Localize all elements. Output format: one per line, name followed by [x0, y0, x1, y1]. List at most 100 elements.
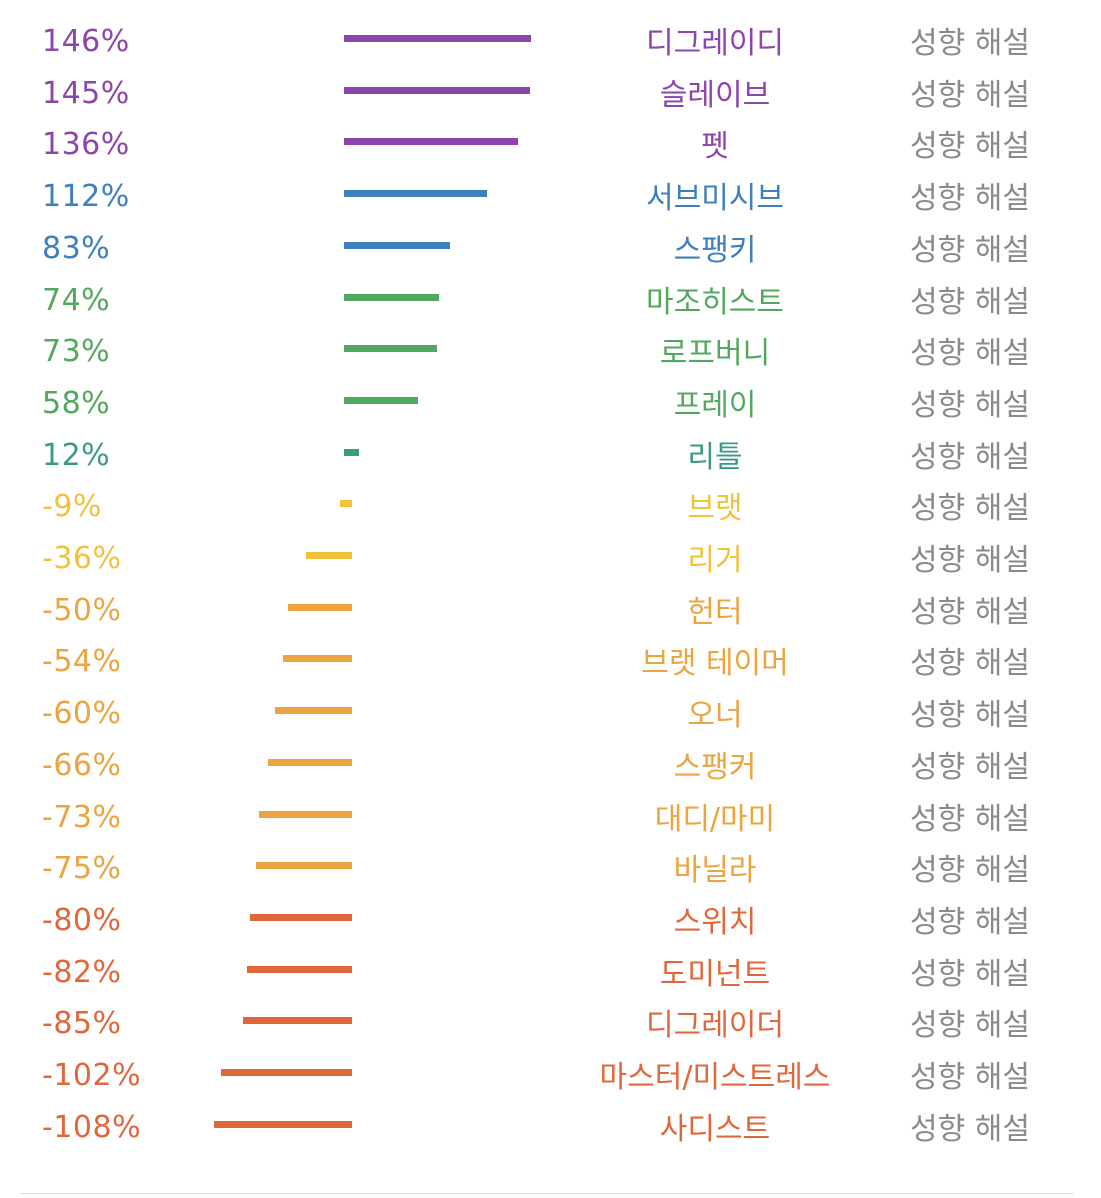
chart-row: -75% 바닐라 성향 해설 [0, 845, 1101, 896]
chart-row: -60% 오너 성향 해설 [0, 690, 1101, 741]
percent-label: -108% [42, 1109, 142, 1145]
tendency-explanation-link[interactable]: 성향 해설 [910, 1111, 1030, 1147]
value-bar [344, 86, 530, 94]
percent-label: 73% [42, 334, 111, 370]
tendency-explanation-link[interactable]: 성향 해설 [910, 801, 1030, 837]
value-bar [344, 138, 519, 146]
tendency-name: 스팽키 [673, 232, 757, 268]
tendency-explanation-link[interactable]: 성향 해설 [910, 646, 1030, 682]
value-bar [344, 241, 451, 249]
tendency-explanation-link[interactable]: 성향 해설 [910, 77, 1030, 113]
percent-label: -80% [42, 902, 122, 938]
chart-row: 112% 서브미시브 성향 해설 [0, 173, 1101, 224]
percent-label: -50% [42, 592, 122, 628]
tendency-name: 도미넌트 [659, 956, 771, 992]
chart-row: 12% 리틀 성향 해설 [0, 432, 1101, 483]
tendency-name: 마조히스트 [646, 284, 784, 320]
chart-row: 83% 스팽키 성향 해설 [0, 225, 1101, 276]
value-bar [258, 810, 352, 818]
tendency-name: 리거 [687, 543, 743, 578]
tendency-name: 브랫 테이머 [641, 646, 789, 682]
tendency-explanation-link[interactable]: 성향 해설 [910, 1060, 1030, 1095]
tendency-explanation-link[interactable]: 성향 해설 [910, 232, 1030, 268]
tendency-explanation-link[interactable]: 성향 해설 [910, 491, 1030, 527]
tendency-explanation-link[interactable]: 성향 해설 [910, 284, 1030, 320]
tendency-name: 펫 [701, 129, 729, 165]
chart-row: -73% 대디/마미 성향 해설 [0, 794, 1101, 845]
tendency-explanation-link[interactable]: 성향 해설 [910, 387, 1030, 423]
tendency-name: 디그레이더 [646, 1008, 784, 1044]
percent-label: -60% [42, 696, 122, 732]
tendency-explanation-link[interactable]: 성향 해설 [910, 336, 1030, 372]
chart-row: 58% 프레이 성향 해설 [0, 380, 1101, 431]
tendency-explanation-link[interactable]: 성향 해설 [910, 26, 1030, 61]
tendency-name: 마스터/미스트레스 [599, 1060, 831, 1095]
value-bar [340, 500, 352, 508]
percent-label: -9% [42, 489, 102, 525]
chart-row: 73% 로프버니 성향 해설 [0, 328, 1101, 379]
percent-label: 58% [42, 385, 111, 421]
percent-label: 112% [42, 179, 130, 215]
percent-label: -73% [42, 799, 122, 835]
chart-row: 146% 디그레이디 성향 해설 [0, 18, 1101, 69]
tendency-name: 사디스트 [659, 1111, 771, 1147]
chart-row: -102% 마스터/미스트레스 성향 해설 [0, 1052, 1101, 1103]
percent-label: 83% [42, 230, 111, 266]
tendency-explanation-link[interactable]: 성향 해설 [910, 543, 1030, 578]
tendency-name: 로프버니 [659, 336, 771, 372]
tendency-explanation-link[interactable]: 성향 해설 [910, 439, 1030, 475]
percent-label: 74% [42, 282, 111, 318]
percent-label: -85% [42, 1006, 122, 1042]
chart-row: -80% 스위치 성향 해설 [0, 897, 1101, 948]
bottom-divider [20, 1193, 1074, 1194]
chart-row: -36% 리거 성향 해설 [0, 535, 1101, 586]
value-bar [247, 965, 352, 973]
tendency-name: 대디/마미 [654, 801, 776, 837]
tendency-name: 헌터 [687, 594, 743, 630]
tendency-name: 스위치 [673, 904, 757, 940]
chart-row: 136% 펫 성향 해설 [0, 121, 1101, 172]
tendency-explanation-link[interactable]: 성향 해설 [910, 749, 1030, 785]
percent-label: -36% [42, 541, 122, 576]
percent-label: -66% [42, 747, 122, 783]
tendency-name: 디그레이디 [646, 26, 784, 61]
tendency-explanation-link[interactable]: 성향 해설 [910, 129, 1030, 165]
percent-label: 136% [42, 127, 130, 163]
value-bar [275, 707, 352, 715]
chart-row: 145% 슬레이브 성향 해설 [0, 70, 1101, 121]
tendency-name: 브랫 [687, 491, 743, 527]
value-bar [344, 35, 531, 42]
tendency-name: 바닐라 [673, 853, 757, 889]
tendency-explanation-link[interactable]: 성향 해설 [910, 594, 1030, 630]
chart-row: -54% 브랫 테이머 성향 해설 [0, 638, 1101, 689]
chart-row: -66% 스팽커 성향 해설 [0, 742, 1101, 793]
tendency-explanation-link[interactable]: 성향 해설 [910, 698, 1030, 734]
value-bar [221, 1069, 352, 1076]
tendency-explanation-link[interactable]: 성향 해설 [910, 181, 1030, 217]
tendency-name: 오너 [687, 698, 743, 734]
chart-row: -9% 브랫 성향 해설 [0, 483, 1101, 534]
percent-label: 145% [42, 75, 130, 111]
tendency-explanation-link[interactable]: 성향 해설 [910, 853, 1030, 889]
chart-row: -108% 사디스트 성향 해설 [0, 1104, 1101, 1155]
tendency-explanation-link[interactable]: 성향 해설 [910, 956, 1030, 992]
percent-label: -75% [42, 851, 122, 887]
chart-row: -85% 디그레이더 성향 해설 [0, 1000, 1101, 1051]
value-bar [256, 862, 352, 870]
chart-row: 74% 마조히스트 성향 해설 [0, 277, 1101, 328]
value-bar [344, 293, 439, 301]
chart-row: -82% 도미넌트 성향 해설 [0, 949, 1101, 1000]
value-bar [344, 396, 419, 404]
value-bar [282, 655, 352, 663]
tendency-explanation-link[interactable]: 성향 해설 [910, 904, 1030, 940]
tendency-explanation-link[interactable]: 성향 해설 [910, 1008, 1030, 1044]
tendency-name: 서브미시브 [646, 181, 784, 217]
value-bar [344, 190, 488, 198]
tendency-name: 프레이 [673, 387, 757, 423]
value-bar [249, 913, 352, 921]
percent-label: -102% [42, 1058, 142, 1093]
value-bar [344, 448, 360, 456]
percent-label: -82% [42, 954, 122, 990]
percent-label: -54% [42, 644, 122, 680]
